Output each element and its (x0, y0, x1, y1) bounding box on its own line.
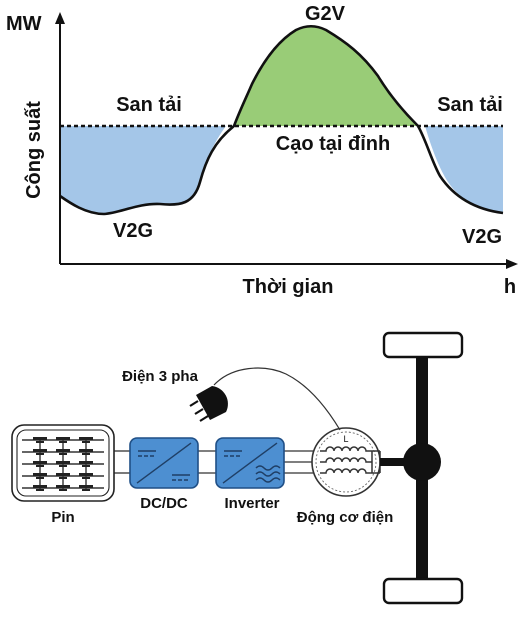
charging-cable (213, 367, 341, 431)
x-axis-label: Thời gian (243, 276, 334, 298)
battery-pack (11, 424, 115, 502)
y-axis-arrow (55, 12, 65, 24)
electric-motor: L (311, 427, 381, 497)
motor-label: Động cơ điện (297, 509, 394, 526)
battery-cell-plates (33, 437, 93, 491)
dc-bus-wires (114, 450, 216, 474)
differential-hub (403, 443, 441, 481)
load-curve (59, 24, 504, 216)
valley-filling-label-left: San tải (116, 94, 182, 116)
wheel-bottom (382, 577, 464, 605)
drivetrain-diagram: Pin DC/DC Inverter (11, 331, 464, 605)
v2g-area-right (425, 126, 503, 213)
g2v-area (234, 26, 418, 126)
three-phase-plug (189, 367, 341, 431)
motor-winding-label: L (343, 434, 348, 444)
dcdc-label: DC/DC (140, 495, 188, 512)
grid-plug-label: Điện 3 pha (122, 368, 199, 385)
x-axis-arrow (506, 259, 518, 269)
valley-filling-label-right: San tải (437, 94, 503, 116)
x-unit-label: h (504, 276, 516, 298)
load-profile-chart: MW Công suất Thời gian h G2V V2G V2G San… (6, 3, 518, 298)
dcdc-converter (129, 437, 199, 489)
inverter (215, 437, 285, 489)
wheel-top (382, 331, 464, 359)
v2g-area-left (60, 126, 226, 214)
battery-label: Pin (51, 509, 74, 526)
v2g-label-left: V2G (113, 220, 153, 242)
vehicle-axle (382, 331, 464, 605)
g2v-label: G2V (305, 3, 346, 25)
y-axis-label: Công suất (23, 101, 45, 199)
y-unit-label: MW (6, 13, 42, 35)
v2g-label-right: V2G (462, 226, 502, 248)
plug-icon (196, 386, 228, 420)
inverter-label: Inverter (224, 495, 279, 512)
peak-shaving-label: Cạo tại đỉnh (276, 133, 390, 155)
